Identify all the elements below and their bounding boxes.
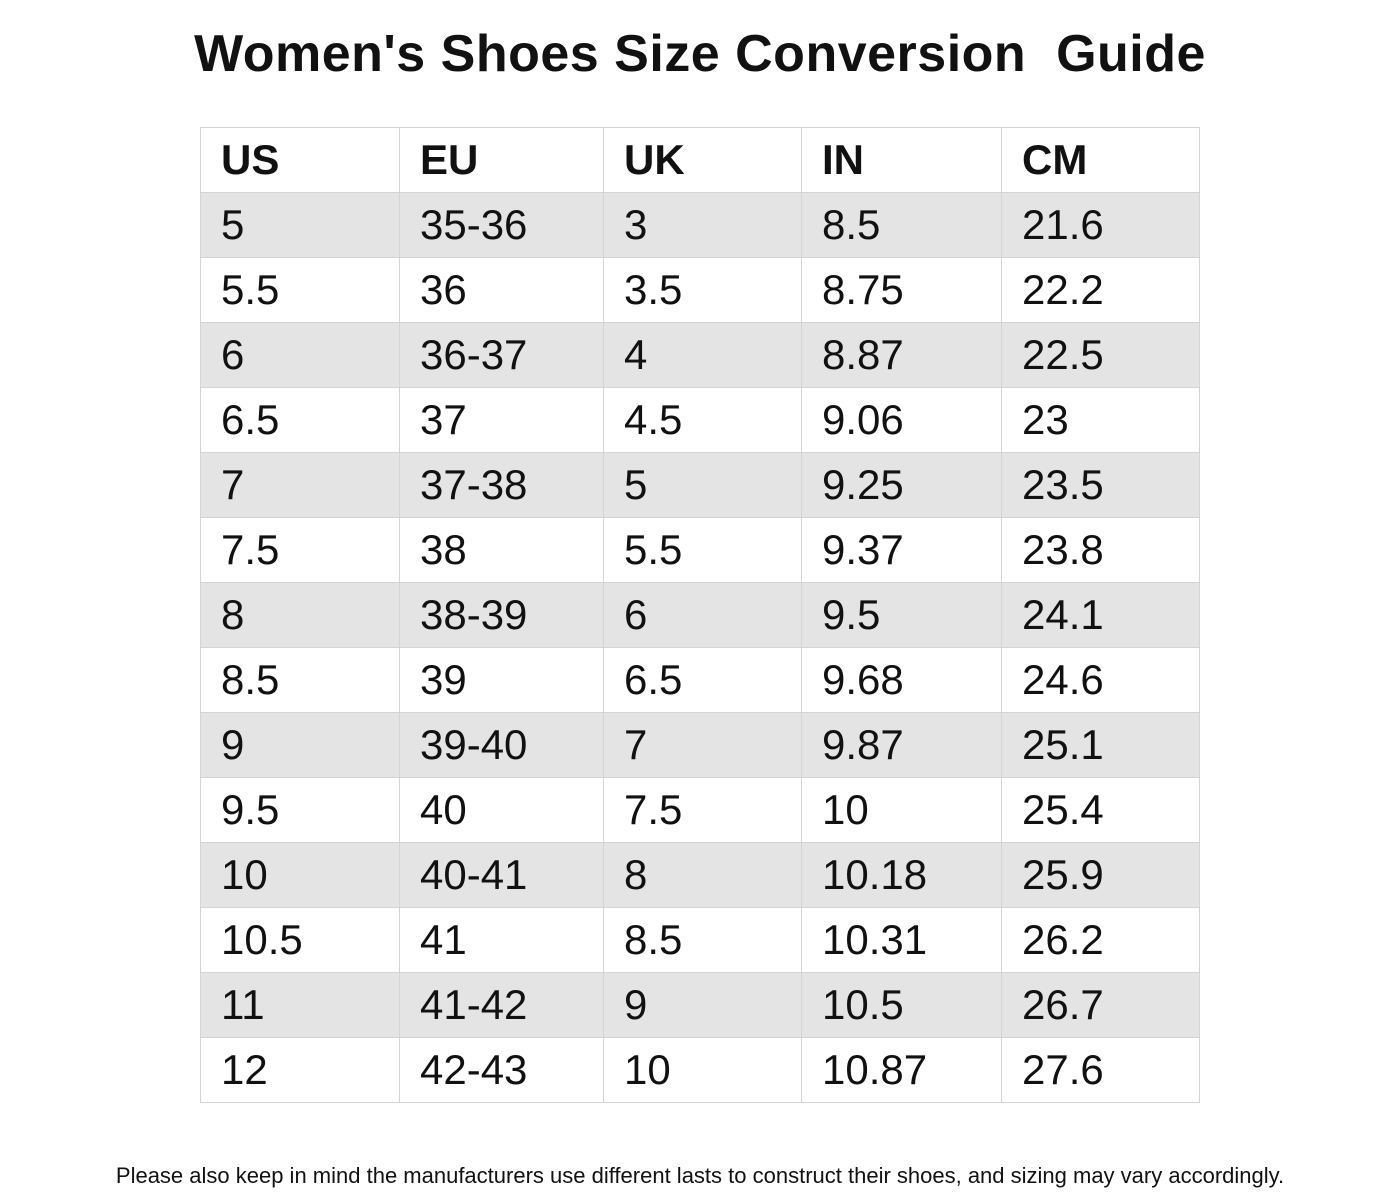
table-cell: 9.06 xyxy=(801,387,1002,453)
column-header: CM xyxy=(1001,127,1200,193)
table-cell: 6 xyxy=(200,322,400,388)
table-cell: 6.5 xyxy=(603,647,802,713)
table-cell: 10.87 xyxy=(801,1037,1002,1103)
table-row: 7.5 38 5.5 9.37 23.8 xyxy=(200,517,1200,583)
table-cell: 8 xyxy=(200,582,400,648)
table-cell: 8.5 xyxy=(603,907,802,973)
table-cell: 8 xyxy=(603,842,802,908)
table-cell: 23.5 xyxy=(1001,452,1200,518)
table-row: 6 36-37 4 8.87 22.5 xyxy=(200,322,1200,388)
table-cell: 36 xyxy=(399,257,604,323)
column-header: IN xyxy=(801,127,1002,193)
table-cell: 7 xyxy=(200,452,400,518)
title: Women's Shoes Size Conversion Guide xyxy=(194,25,1206,83)
table-row: 5 35-36 3 8.5 21.6 xyxy=(200,192,1200,258)
table-row: 9.5 40 7.5 10 25.4 xyxy=(200,777,1200,843)
table-cell: 9.68 xyxy=(801,647,1002,713)
table-row: 10.5 41 8.5 10.31 26.2 xyxy=(200,907,1200,973)
table-cell: 41-42 xyxy=(399,972,604,1038)
column-header: UK xyxy=(603,127,802,193)
table-row: 11 41-42 9 10.5 26.7 xyxy=(200,972,1200,1038)
table-cell: 41 xyxy=(399,907,604,973)
table-cell: 37 xyxy=(399,387,604,453)
column-header: US xyxy=(200,127,400,193)
table-cell: 9.5 xyxy=(801,582,1002,648)
table-cell: 7.5 xyxy=(603,777,802,843)
table-cell: 22.2 xyxy=(1001,257,1200,323)
table-cell: 6 xyxy=(603,582,802,648)
table-cell: 5.5 xyxy=(603,517,802,583)
table-cell: 22.5 xyxy=(1001,322,1200,388)
table-cell: 10.31 xyxy=(801,907,1002,973)
table-cell: 8.5 xyxy=(801,192,1002,258)
table-cell: 27.6 xyxy=(1001,1037,1200,1103)
table-cell: 38 xyxy=(399,517,604,583)
table-cell: 9.37 xyxy=(801,517,1002,583)
table-row: 10 40-41 8 10.18 25.9 xyxy=(200,842,1200,908)
table-cell: 7 xyxy=(603,712,802,778)
table-cell: 9 xyxy=(603,972,802,1038)
table-cell: 39-40 xyxy=(399,712,604,778)
table-cell: 40 xyxy=(399,777,604,843)
table-cell: 26.7 xyxy=(1001,972,1200,1038)
table-row: 12 42-43 10 10.87 27.6 xyxy=(200,1037,1200,1103)
table-cell: 9.5 xyxy=(200,777,400,843)
table-cell: 21.6 xyxy=(1001,192,1200,258)
table-cell: 40-41 xyxy=(399,842,604,908)
table-cell: 35-36 xyxy=(399,192,604,258)
table-cell: 5.5 xyxy=(200,257,400,323)
table-row: 9 39-40 7 9.87 25.1 xyxy=(200,712,1200,778)
table-cell: 8.5 xyxy=(200,647,400,713)
table-cell: 42-43 xyxy=(399,1037,604,1103)
table-cell: 6.5 xyxy=(200,387,400,453)
table-cell: 26.2 xyxy=(1001,907,1200,973)
size-table: US EU UK IN CM 5 35-36 3 8.5 21.6 5.5 36 3.5 8.75 22.… xyxy=(200,127,1200,1103)
table-cell: 9.87 xyxy=(801,712,1002,778)
table-cell: 23.8 xyxy=(1001,517,1200,583)
table-cell: 23 xyxy=(1001,387,1200,453)
table-cell: 39 xyxy=(399,647,604,713)
table-cell: 4.5 xyxy=(603,387,802,453)
table-cell: 3 xyxy=(603,192,802,258)
table-row: 8 38-39 6 9.5 24.1 xyxy=(200,582,1200,648)
table-body: 5 35-36 3 8.5 21.6 5.5 36 3.5 8.75 22.2 6 36-37 4 8.8… xyxy=(200,192,1200,1103)
footnote: Please also keep in mind the manufacture… xyxy=(115,1163,1285,1188)
table-cell: 12 xyxy=(200,1037,400,1103)
table-cell: 5 xyxy=(603,452,802,518)
table-cell: 38-39 xyxy=(399,582,604,648)
table-cell: 11 xyxy=(200,972,400,1038)
table-cell: 8.87 xyxy=(801,322,1002,388)
table-cell: 10 xyxy=(200,842,400,908)
table-cell: 7.5 xyxy=(200,517,400,583)
table-cell: 10.18 xyxy=(801,842,1002,908)
table-cell: 25.4 xyxy=(1001,777,1200,843)
table-cell: 25.1 xyxy=(1001,712,1200,778)
table-row: 8.5 39 6.5 9.68 24.6 xyxy=(200,647,1200,713)
table-cell: 8.75 xyxy=(801,257,1002,323)
table-cell: 9 xyxy=(200,712,400,778)
table-cell: 25.9 xyxy=(1001,842,1200,908)
table-cell: 10.5 xyxy=(200,907,400,973)
table-cell: 10 xyxy=(801,777,1002,843)
table-row: 6.5 37 4.5 9.06 23 xyxy=(200,387,1200,453)
column-header: EU xyxy=(399,127,604,193)
header-row: US EU UK IN CM xyxy=(200,127,1200,193)
table-cell: 24.6 xyxy=(1001,647,1200,713)
table-row: 5.5 36 3.5 8.75 22.2 xyxy=(200,257,1200,323)
table-cell: 36-37 xyxy=(399,322,604,388)
table-cell: 4 xyxy=(603,322,802,388)
table-row: 7 37-38 5 9.25 23.5 xyxy=(200,452,1200,518)
table-cell: 10 xyxy=(603,1037,802,1103)
table-cell: 5 xyxy=(200,192,400,258)
table-cell: 24.1 xyxy=(1001,582,1200,648)
table-cell: 10.5 xyxy=(801,972,1002,1038)
table-cell: 37-38 xyxy=(399,452,604,518)
table-cell: 9.25 xyxy=(801,452,1002,518)
table-cell: 3.5 xyxy=(603,257,802,323)
